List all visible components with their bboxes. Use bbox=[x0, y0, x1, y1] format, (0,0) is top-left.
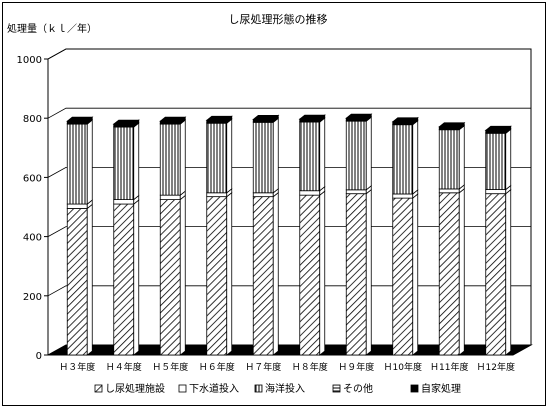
legend-label: し尿処理施設 bbox=[105, 382, 165, 395]
x-axis-ticks: Ｈ３年度 Ｈ４年度 Ｈ５年度 Ｈ６年度 Ｈ７年度 Ｈ８年度 Ｈ９年度 Ｈ10年度 Ｈ11年度 Ｈ1… bbox=[59, 361, 515, 373]
legend-swatch bbox=[254, 384, 263, 393]
bar-segment bbox=[485, 189, 507, 195]
x-tick-label: Ｈ４年度 bbox=[106, 361, 142, 373]
x-tick-label: Ｈ11年度 bbox=[430, 361, 468, 373]
bar-segment bbox=[345, 189, 367, 195]
bar-side bbox=[505, 188, 512, 356]
bar-side bbox=[458, 187, 465, 356]
bars bbox=[66, 113, 512, 356]
bar-segment bbox=[159, 123, 181, 196]
bar-side bbox=[179, 194, 186, 356]
y-tick-label: 800 bbox=[23, 114, 42, 125]
bar-segment bbox=[206, 122, 228, 194]
x-tick-label: Ｈ６年度 bbox=[199, 361, 235, 373]
bar-segment bbox=[113, 199, 135, 205]
x-tick-label: Ｈ８年度 bbox=[292, 361, 328, 373]
bar-segment bbox=[159, 199, 181, 356]
y-tick-label: 400 bbox=[23, 233, 42, 244]
bar-side bbox=[412, 119, 419, 195]
bar-segment bbox=[252, 121, 274, 194]
bar-top bbox=[112, 119, 140, 125]
x-tick-label: Ｈ12年度 bbox=[477, 361, 515, 373]
chart-frame: し尿処理形態の推移 処理量（ｋｌ／年） 0 200 400 600 800 1000 Ｈ３… bbox=[2, 2, 546, 406]
gridline bbox=[47, 48, 531, 60]
bar-top bbox=[438, 122, 466, 128]
legend-label: 下水道投入 bbox=[189, 382, 239, 395]
bar-segment bbox=[66, 123, 88, 205]
legend-label: その他 bbox=[343, 382, 373, 395]
legend-label: 海洋投入 bbox=[265, 382, 305, 395]
bar-side bbox=[86, 119, 93, 205]
bar-segment bbox=[113, 126, 135, 200]
bar-segment bbox=[299, 190, 321, 196]
y-axis-ticks: 0 200 400 600 800 1000 bbox=[17, 55, 48, 362]
bar-top bbox=[345, 113, 373, 119]
chart-title: し尿処理形態の推移 bbox=[229, 12, 328, 26]
x-tick-label: Ｈ９年度 bbox=[338, 361, 374, 373]
bar-side bbox=[179, 119, 186, 196]
bar-top bbox=[252, 114, 280, 120]
bar-side bbox=[272, 117, 279, 194]
bar-segment bbox=[438, 188, 460, 194]
legend-label: 自家処理 bbox=[421, 382, 461, 395]
gridline bbox=[47, 226, 531, 237]
bar-segment bbox=[66, 203, 88, 209]
bar-segment bbox=[345, 193, 367, 356]
bar-segment bbox=[206, 192, 228, 198]
bar-side bbox=[458, 124, 465, 190]
bar-side bbox=[319, 117, 326, 192]
bar-segment bbox=[392, 124, 414, 195]
bar-segment bbox=[252, 196, 274, 356]
legend-swatch bbox=[332, 384, 341, 393]
bar-segment bbox=[392, 193, 414, 199]
chart-svg: し尿処理形態の推移 処理量（ｋｌ／年） 0 200 400 600 800 1000 Ｈ３… bbox=[7, 12, 533, 395]
bar-segment bbox=[438, 192, 460, 356]
bar-segment bbox=[113, 203, 135, 356]
bar-side bbox=[272, 191, 279, 356]
x-tick-label: Ｈ10年度 bbox=[384, 361, 422, 373]
legend-swatch bbox=[94, 384, 103, 393]
bar-side bbox=[226, 118, 233, 194]
bar-top bbox=[391, 117, 419, 123]
bar-top bbox=[484, 125, 512, 131]
legend: し尿処理施設 下水道投入 海洋投入 その他 自家処理 bbox=[94, 382, 461, 395]
bar-segment bbox=[485, 132, 507, 190]
bar-segment bbox=[206, 196, 228, 356]
bar-top bbox=[66, 116, 94, 122]
legend-swatch bbox=[178, 384, 187, 393]
x-tick-label: Ｈ５年度 bbox=[152, 361, 188, 373]
bar-side bbox=[412, 193, 419, 356]
y-tick-label: 1000 bbox=[17, 55, 42, 66]
bar-segment bbox=[345, 120, 367, 191]
bar-side bbox=[226, 191, 233, 356]
bar-segment bbox=[252, 192, 274, 198]
bar-top bbox=[298, 114, 326, 120]
gridline bbox=[47, 166, 531, 178]
x-tick-label: Ｈ３年度 bbox=[59, 361, 95, 373]
bar-top bbox=[159, 116, 187, 122]
bar-side bbox=[505, 128, 512, 191]
bar-side bbox=[365, 116, 372, 191]
gridline bbox=[47, 107, 531, 119]
y-axis-label: 処理量（ｋｌ／年） bbox=[7, 22, 97, 35]
y-tick-label: 600 bbox=[23, 173, 42, 184]
bar-segment bbox=[66, 208, 88, 356]
x-tick-label: Ｈ７年度 bbox=[245, 361, 281, 373]
y-tick-label: 0 bbox=[36, 351, 42, 362]
bar-side bbox=[86, 203, 93, 356]
bar-side bbox=[365, 188, 372, 356]
bar-segment bbox=[299, 194, 321, 356]
legend-swatch bbox=[410, 384, 419, 393]
bar-top bbox=[205, 115, 233, 121]
bar-side bbox=[133, 122, 140, 201]
bar-segment bbox=[485, 193, 507, 356]
bar-segment bbox=[299, 121, 321, 192]
bar-segment bbox=[392, 197, 414, 356]
bar-side bbox=[133, 199, 140, 356]
gridline bbox=[47, 285, 531, 297]
bar-segment bbox=[438, 129, 460, 190]
bar-side bbox=[319, 190, 326, 356]
y-tick-label: 200 bbox=[23, 292, 42, 303]
bar-segment bbox=[159, 194, 181, 201]
